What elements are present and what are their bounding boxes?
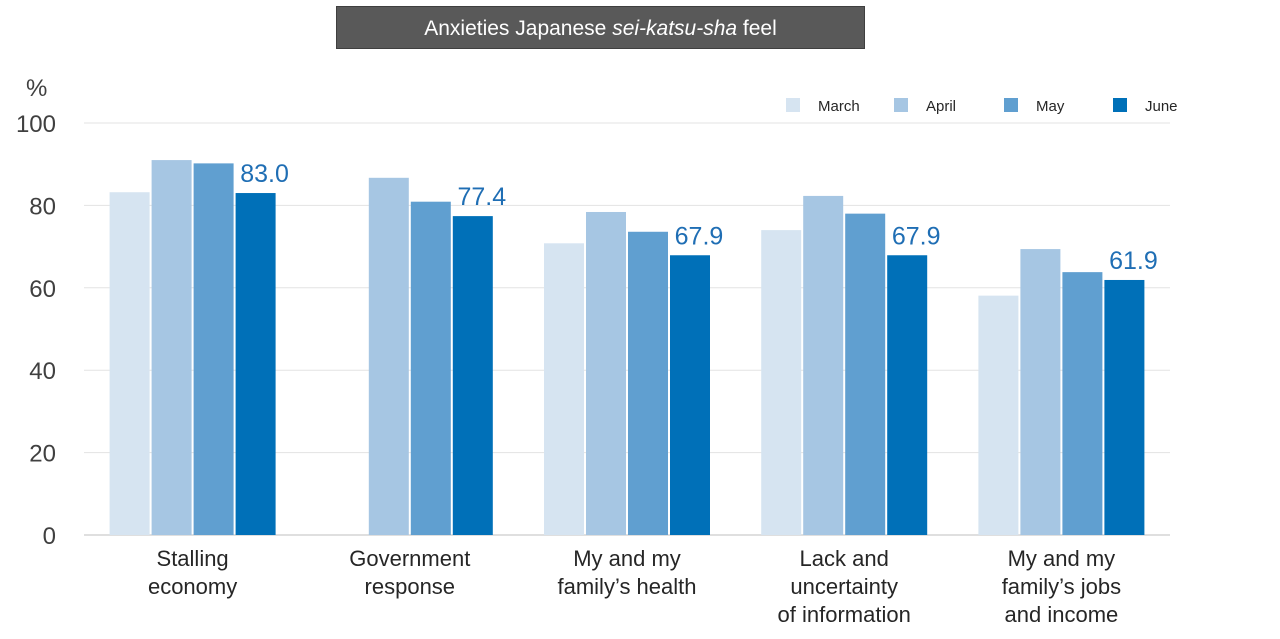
category-label: and income	[1005, 602, 1119, 627]
chart-title-pre: Anxieties Japanese	[424, 17, 613, 40]
legend-swatch-april	[894, 98, 908, 112]
y-tick-label: 60	[29, 276, 56, 303]
y-tick-label: 20	[29, 441, 56, 468]
legend-label-april: April	[926, 98, 956, 115]
bar-april-5	[1020, 249, 1061, 535]
category-label: family’s health	[558, 574, 697, 599]
bar-april-1	[151, 160, 192, 535]
category-label: economy	[148, 574, 237, 599]
legend-swatch-may	[1004, 98, 1018, 112]
data-label-june: 61.9	[1109, 247, 1158, 275]
category-label: response	[365, 574, 456, 599]
category-label: My and my	[1008, 546, 1116, 571]
legend-label-march: March	[818, 98, 860, 115]
bars	[109, 160, 1145, 536]
bar-may-4	[845, 213, 886, 535]
category-label: Stalling	[157, 546, 229, 571]
bar-april-4	[803, 195, 844, 535]
legend-label-may: May	[1036, 98, 1065, 115]
bar-april-2	[368, 177, 409, 535]
data-label-june: 67.9	[675, 222, 724, 250]
category-labels: Stalling economy Government response My and …	[148, 546, 1121, 627]
category-label: Government	[349, 546, 470, 571]
chart-title-post: feel	[737, 17, 777, 40]
bar-may-3	[628, 231, 668, 535]
y-axis-ticks: 0 20 40 60 80 100	[16, 111, 56, 550]
legend-swatch-june	[1113, 98, 1127, 112]
bar-june-4	[887, 255, 928, 535]
legend: March April May June	[786, 98, 1178, 115]
bar-april-3	[586, 211, 626, 535]
bar-june-3	[670, 255, 710, 535]
data-labels: 83.0 77.4 67.9 67.9 61.9	[240, 160, 1157, 275]
category-label: uncertainty	[790, 574, 898, 599]
bar-may-5	[1062, 272, 1103, 535]
chart-title-emphasis: sei-katsu-sha	[612, 17, 738, 40]
bar-march-4	[761, 230, 802, 535]
data-label-june: 77.4	[457, 183, 506, 211]
bar-march-3	[544, 243, 584, 535]
bar-june-5	[1104, 279, 1145, 535]
bar-june-2	[452, 216, 493, 535]
y-tick-label: 80	[29, 193, 56, 220]
bar-may-2	[410, 201, 451, 535]
y-tick-label: 40	[29, 358, 56, 385]
category-label: of information	[778, 602, 911, 627]
y-axis-unit: %	[26, 75, 47, 102]
legend-label-june: June	[1145, 98, 1178, 115]
category-label: My and my	[573, 546, 681, 571]
category-label: family’s jobs	[1002, 574, 1121, 599]
bar-march-1	[109, 192, 150, 535]
chart-title: Anxieties Japanese sei-katsu-sha feel	[336, 6, 865, 49]
legend-swatch-march	[786, 98, 800, 112]
data-label-june: 67.9	[892, 222, 941, 250]
bar-march-5	[978, 295, 1019, 535]
bar-june-1	[235, 193, 276, 536]
data-label-june: 83.0	[240, 160, 289, 188]
bar-may-1	[193, 163, 234, 535]
y-tick-label: 0	[43, 523, 56, 550]
y-tick-label: 100	[16, 111, 56, 138]
category-label: Lack and	[800, 546, 889, 571]
